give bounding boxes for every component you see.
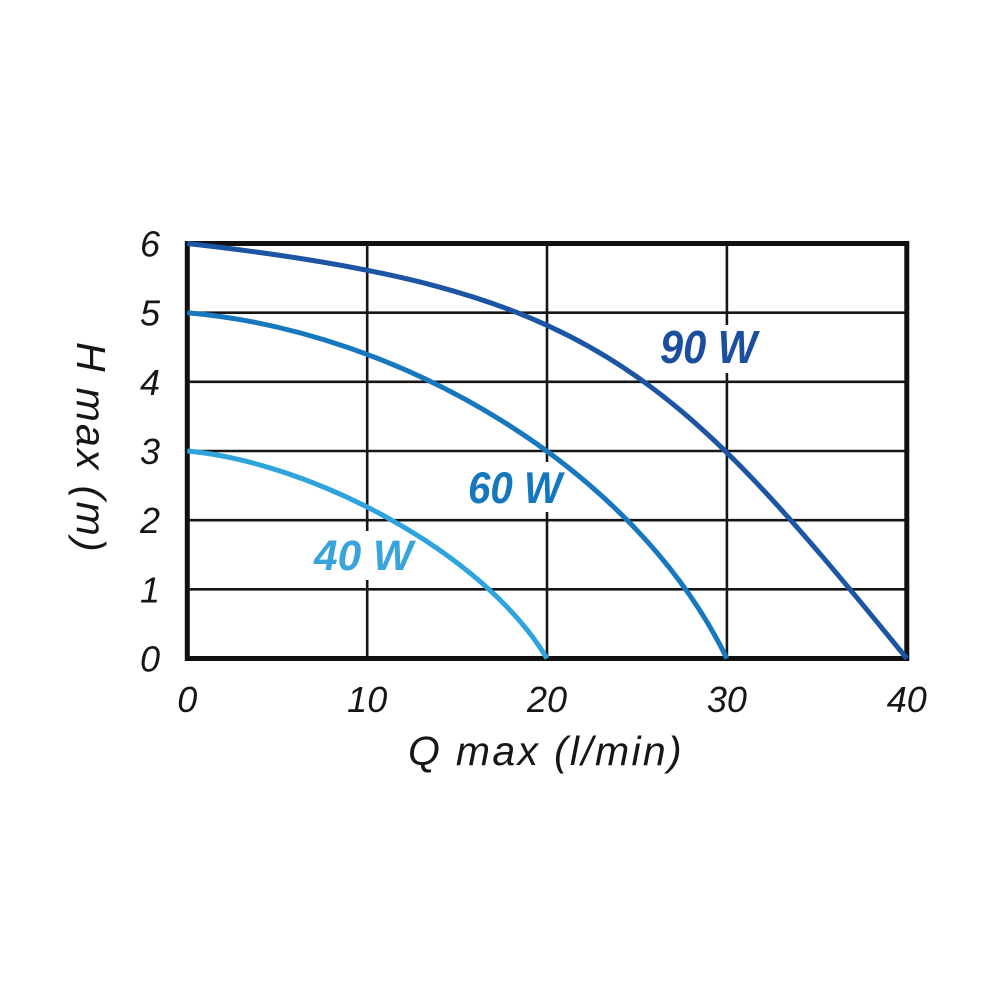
svg-text:20: 20 — [526, 679, 567, 720]
svg-text:90 W: 90 W — [660, 321, 760, 373]
svg-text:1: 1 — [140, 569, 160, 610]
svg-text:2: 2 — [139, 500, 160, 541]
svg-text:6: 6 — [140, 224, 161, 265]
svg-text:0: 0 — [140, 639, 160, 680]
svg-text:5: 5 — [140, 293, 161, 334]
svg-text:0: 0 — [177, 679, 197, 720]
svg-text:10: 10 — [347, 679, 387, 720]
svg-text:3: 3 — [140, 431, 160, 472]
svg-text:4: 4 — [140, 362, 160, 403]
svg-text:30: 30 — [707, 679, 747, 720]
svg-text:60 W: 60 W — [468, 464, 566, 513]
svg-text:H max (m): H max (m) — [68, 342, 114, 554]
svg-text:40 W: 40 W — [313, 532, 416, 580]
svg-text:40: 40 — [887, 679, 927, 720]
svg-text:Q max (l/min): Q max (l/min) — [408, 728, 684, 774]
